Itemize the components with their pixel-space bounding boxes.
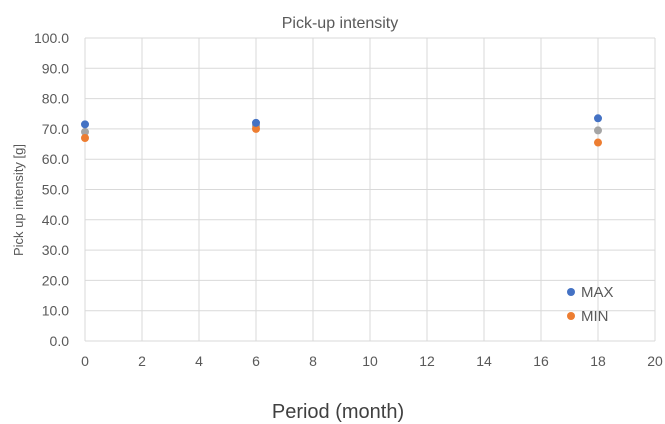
max-point xyxy=(81,120,89,129)
data-points xyxy=(81,114,602,147)
min-point xyxy=(81,133,89,142)
y-tick-label: 60.0 xyxy=(42,151,69,167)
x-tick-label: 12 xyxy=(419,353,435,369)
series-3-point xyxy=(594,126,602,135)
x-tick-label: 0 xyxy=(81,353,89,369)
y-tick-labels: 0.0 10.0 20.0 30.0 40.0 50.0 60.0 70.0 80.0 90.0 1… xyxy=(34,30,69,349)
y-tick-label: 100.0 xyxy=(34,30,69,46)
x-tick-label: 6 xyxy=(252,353,260,369)
x-tick-labels: 0 2 4 6 8 10 12 14 16 18 20 xyxy=(81,353,663,369)
x-tick-label: 18 xyxy=(590,353,606,369)
y-tick-label: 50.0 xyxy=(42,182,69,198)
y-axis-label: Pick up intensity [g] xyxy=(11,144,26,256)
x-tick-label: 20 xyxy=(647,353,663,369)
min-point xyxy=(252,124,260,133)
max-legend-label: MAX xyxy=(581,284,614,301)
x-tick-label: 16 xyxy=(533,353,549,369)
x-tick-label: 14 xyxy=(476,353,492,369)
max-point xyxy=(252,118,260,127)
y-tick-label: 80.0 xyxy=(42,91,69,107)
y-tick-label: 0.0 xyxy=(50,333,70,349)
x-tick-label: 8 xyxy=(309,353,317,369)
min-legend-marker xyxy=(567,312,575,320)
max-point xyxy=(594,114,602,123)
y-tick-label: 70.0 xyxy=(42,121,69,137)
y-tick-label: 10.0 xyxy=(42,303,69,319)
max-legend-marker xyxy=(567,288,575,296)
chart-title: Pick-up intensity xyxy=(282,15,399,32)
min-legend-label: MIN xyxy=(581,308,609,325)
y-tick-label: 20.0 xyxy=(42,272,69,288)
min-point xyxy=(594,138,602,147)
y-tick-label: 40.0 xyxy=(42,212,69,228)
y-tick-label: 90.0 xyxy=(42,60,69,76)
y-tick-label: 30.0 xyxy=(42,242,69,258)
x-tick-label: 4 xyxy=(195,353,203,369)
series-3-point xyxy=(81,127,89,136)
x-tick-label: 2 xyxy=(138,353,146,369)
legend: MAX MIN xyxy=(567,284,614,325)
gridlines xyxy=(84,37,656,342)
x-axis-label: Period (month) xyxy=(272,401,404,423)
x-tick-label: 10 xyxy=(362,353,378,369)
